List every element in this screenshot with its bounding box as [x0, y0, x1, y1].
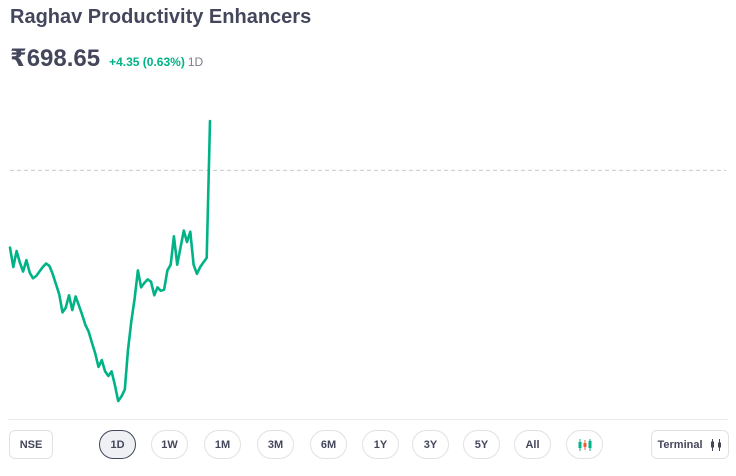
price-point — [97, 366, 100, 368]
price-point — [183, 230, 185, 232]
range-3y-button[interactable]: 3Y — [412, 430, 449, 459]
price-point — [78, 305, 80, 307]
price-point — [107, 375, 109, 377]
price-point — [32, 277, 34, 279]
price-point — [111, 370, 113, 372]
price-point — [150, 281, 152, 283]
price-point — [16, 250, 18, 252]
price-point — [202, 261, 204, 263]
price-point — [206, 257, 208, 259]
price-point — [71, 309, 73, 311]
price-point — [117, 400, 119, 402]
price-point — [134, 298, 136, 300]
price-point — [143, 282, 145, 284]
price-point — [88, 331, 90, 333]
price-change: +4.35 (0.63%) — [109, 55, 185, 69]
price-point — [199, 266, 201, 268]
terminal-candles-icon — [710, 438, 721, 451]
price-point — [179, 247, 182, 249]
price-point — [52, 273, 54, 275]
price-point — [186, 241, 188, 243]
price-point — [25, 259, 27, 261]
price-row: ₹698.65 +4.35 (0.63%) 1D — [10, 44, 203, 73]
price-point — [58, 293, 60, 295]
price-point — [114, 384, 116, 386]
price-point — [42, 266, 44, 268]
price-point — [156, 286, 159, 288]
range-1m-button[interactable]: 1M — [204, 430, 241, 459]
price-point — [101, 359, 103, 361]
range-all-button[interactable]: All — [514, 430, 551, 459]
price-point — [137, 269, 139, 271]
price-point — [84, 324, 86, 326]
price-point — [196, 273, 198, 275]
price-point — [94, 352, 96, 354]
price-chart[interactable] — [0, 100, 736, 418]
price-points — [9, 120, 211, 402]
terminal-button[interactable]: Terminal — [651, 430, 729, 459]
range-1d-button[interactable]: 1D — [99, 430, 136, 459]
price-point — [170, 264, 172, 266]
price-point — [19, 261, 21, 263]
chart-divider — [8, 419, 728, 420]
price-point — [124, 389, 126, 391]
candlestick-toggle-button[interactable] — [566, 430, 603, 459]
price-point — [166, 269, 168, 271]
price-point — [127, 349, 129, 351]
range-1y-button[interactable]: 1Y — [362, 430, 399, 459]
price-point — [12, 266, 14, 268]
price-point — [209, 120, 211, 122]
price-point — [104, 370, 106, 372]
exchange-button[interactable]: NSE — [9, 430, 53, 459]
current-price: ₹698.65 — [10, 45, 101, 72]
price-point — [61, 311, 64, 313]
candlestick-icon — [578, 438, 591, 451]
stock-name: Raghav Productivity Enhancers — [10, 6, 312, 28]
price-point — [120, 395, 123, 397]
price-point — [91, 342, 93, 344]
price-point — [45, 262, 47, 265]
chart-toolbar: NSE 1D 1W 1M 3M 6M 1Y 3Y 5Y All Terminal — [0, 430, 736, 460]
price-point — [176, 264, 178, 266]
price-point — [38, 270, 41, 273]
price-point — [65, 307, 67, 309]
price-point — [163, 289, 165, 291]
price-line — [8, 119, 212, 403]
range-6m-button[interactable]: 6M — [310, 430, 347, 459]
price-point — [140, 286, 142, 288]
price-point — [173, 235, 175, 237]
price-point — [189, 231, 191, 233]
range-3m-button[interactable]: 3M — [257, 430, 294, 459]
price-point — [193, 264, 195, 266]
price-point — [160, 290, 162, 292]
price-point — [9, 247, 11, 249]
price-point — [35, 275, 37, 277]
terminal-label: Terminal — [657, 438, 703, 451]
price-point — [68, 294, 70, 296]
price-point — [153, 294, 155, 296]
price-point — [130, 320, 132, 323]
price-point — [75, 295, 77, 298]
range-1w-button[interactable]: 1W — [151, 430, 188, 459]
price-point — [29, 272, 31, 274]
change-period: 1D — [187, 55, 204, 69]
price-point — [147, 278, 149, 280]
price-point — [48, 265, 50, 267]
price-point — [22, 270, 24, 273]
price-point — [55, 283, 57, 285]
range-5y-button[interactable]: 5Y — [463, 430, 500, 459]
price-point — [81, 314, 83, 316]
